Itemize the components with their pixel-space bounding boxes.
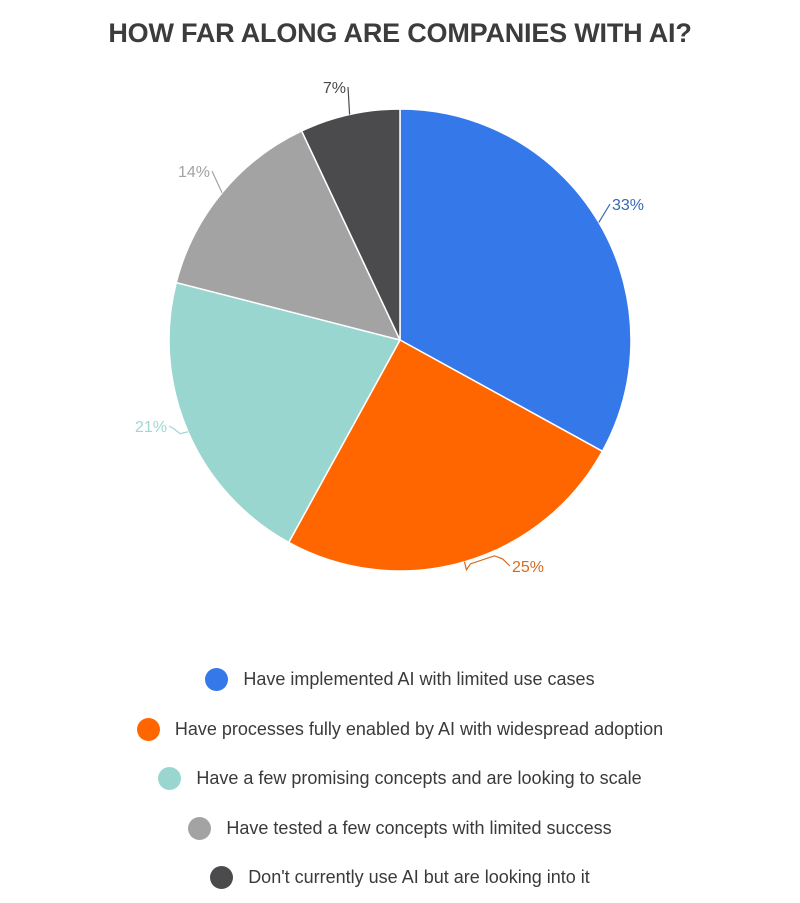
pie-slice-4 — [175, 129, 402, 342]
legend-swatch-5 — [210, 866, 234, 890]
legend-item-2: Have processes fully enabled by AI with … — [0, 705, 800, 755]
leader-line-3 — [168, 425, 189, 435]
legend-swatch-1 — [205, 668, 229, 692]
legend-swatch-3 — [158, 767, 182, 791]
legend-swatch-4 — [188, 816, 212, 840]
pie-slice-5 — [300, 108, 401, 341]
slice-value-label-3: 21% — [135, 419, 167, 436]
pie-slice-3 — [168, 281, 402, 544]
legend-label-2: Have processes fully enabled by AI with … — [174, 718, 664, 739]
legend-label-5: Don't currently use AI but are looking i… — [248, 867, 590, 888]
leader-line-2 — [463, 555, 511, 572]
pie-slice-2 — [287, 338, 604, 572]
legend-item-5: Don't currently use AI but are looking i… — [0, 853, 800, 903]
legend-item-1: Have implemented AI with limited use cas… — [0, 655, 800, 705]
leader-line-5 — [347, 86, 351, 115]
legend-swatch-2 — [136, 717, 160, 741]
leader-line-1 — [598, 203, 611, 223]
legend: Have implemented AI with limited use cas… — [0, 655, 800, 903]
legend-item-4: Have tested a few concepts with limited … — [0, 804, 800, 854]
slice-value-label-2: 25% — [512, 559, 544, 576]
slice-value-label-1: 33% — [612, 197, 644, 214]
slice-value-label-5: 7% — [323, 80, 346, 97]
pie-chart: 33% 25% 21% 14% 7% — [135, 80, 644, 576]
legend-item-3: Have a few promising concepts and are lo… — [0, 754, 800, 804]
legend-label-4: Have tested a few concepts with limited … — [226, 817, 612, 838]
legend-label-1: Have implemented AI with limited use cas… — [243, 669, 595, 690]
chart-title: HOW FAR ALONG ARE COMPANIES WITH AI? — [108, 18, 692, 48]
slice-value-label-4: 14% — [178, 164, 210, 181]
leader-line-4 — [211, 170, 223, 194]
legend-label-3: Have a few promising concepts and are lo… — [196, 768, 642, 789]
